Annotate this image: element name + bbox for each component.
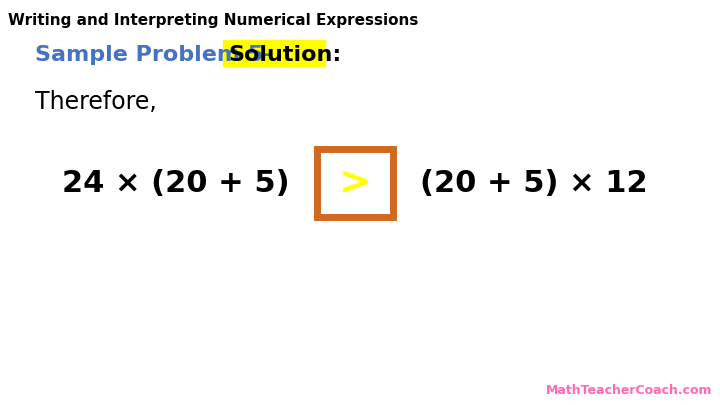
Text: Sample Problem 5-: Sample Problem 5- — [35, 45, 280, 65]
Text: 24 × (20 + 5): 24 × (20 + 5) — [63, 168, 290, 198]
Text: Therefore,: Therefore, — [35, 90, 157, 114]
Text: (20 + 5) × 12: (20 + 5) × 12 — [420, 168, 647, 198]
Text: >: > — [338, 164, 372, 202]
Text: Solution:: Solution: — [228, 45, 341, 65]
Text: MathTeacherCoach.com: MathTeacherCoach.com — [546, 384, 712, 397]
FancyBboxPatch shape — [223, 40, 325, 66]
Text: Writing and Interpreting Numerical Expressions: Writing and Interpreting Numerical Expre… — [8, 13, 418, 28]
FancyBboxPatch shape — [317, 149, 393, 217]
